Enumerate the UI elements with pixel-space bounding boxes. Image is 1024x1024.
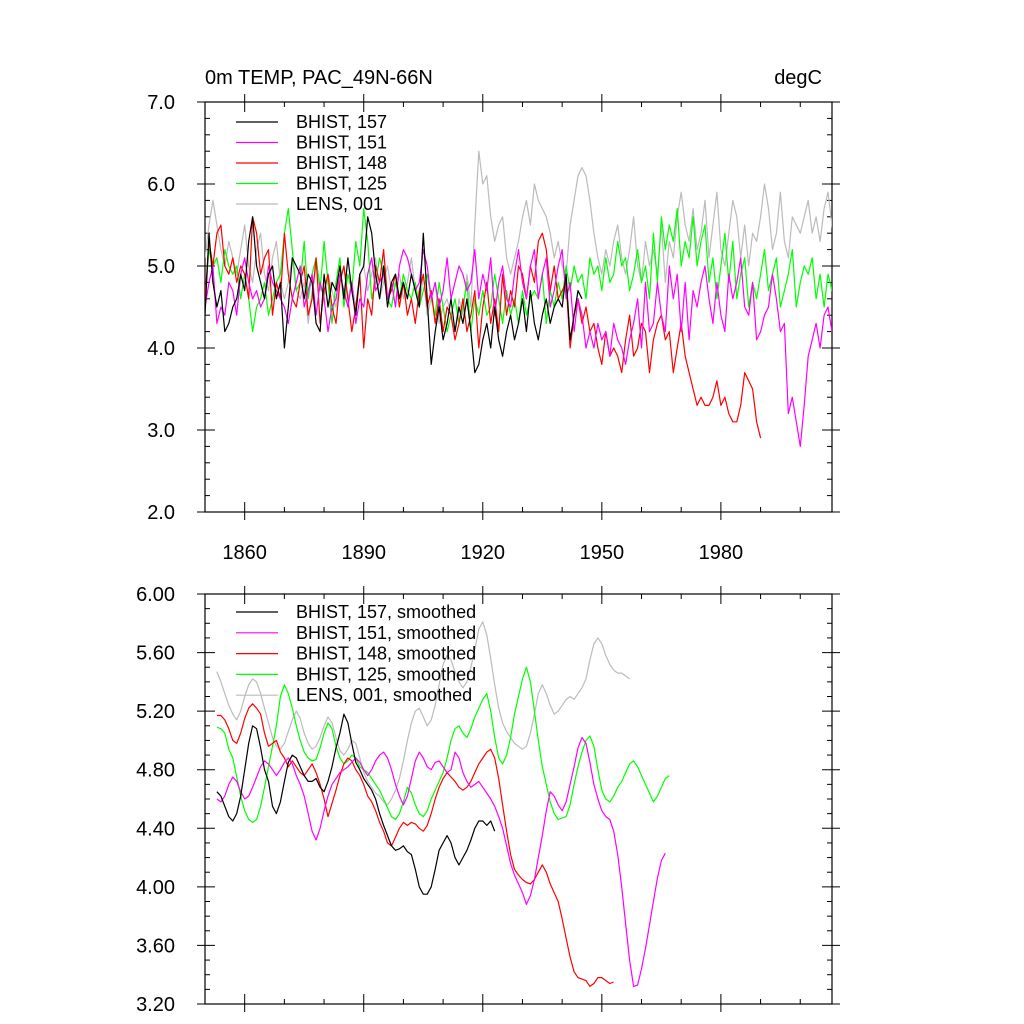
top-title: 0m TEMP, PAC_49N-66N (205, 67, 433, 89)
bottom-series-line-2 (216, 703, 614, 988)
top-x-tick-label: 1950 (580, 542, 625, 564)
top-legend-label-4: LENS, 001 (296, 194, 383, 214)
bottom-legend-label-1: BHIST, 151, smoothed (296, 623, 476, 643)
bottom-series-line-0 (216, 713, 496, 895)
bottom-panel: 3.20 3.60 4.00 4.40 4.80 5.20 5.60 6.00 BHIST, 1… (136, 584, 840, 1016)
top-y-tick-label: 3.0 (147, 420, 175, 442)
top-y-tick-label: 5.0 (147, 256, 175, 278)
bottom-legend-label-2: BHIST, 148, smoothed (296, 644, 476, 664)
top-panel: 0m TEMP, PAC_49N-66N degC 1860 1890 1920 19… (147, 67, 840, 564)
bottom-series-line-1 (216, 736, 666, 988)
bottom-series-line-4 (216, 621, 630, 806)
top-legend-label-1: BHIST, 151 (296, 133, 387, 153)
top-x-tick-label: 1980 (699, 542, 744, 564)
bottom-y-tick-label: 5.60 (136, 643, 175, 665)
top-legend-label-2: BHIST, 148 (296, 153, 387, 173)
top-legend-label-3: BHIST, 125 (296, 174, 387, 194)
top-y-tick-label: 4.0 (147, 338, 175, 360)
bottom-y-tick-label: 4.00 (136, 877, 175, 899)
top-x-tick-label: 1890 (341, 542, 386, 564)
bottom-y-tick-label: 3.20 (136, 994, 175, 1016)
bottom-series-line-3 (216, 666, 670, 824)
bottom-legend-label-0: BHIST, 157, smoothed (296, 602, 476, 622)
bottom-y-tick-label: 5.20 (136, 701, 175, 723)
bottom-legend-label-4: LENS, 001, smoothed (296, 685, 472, 705)
top-series-line-0 (205, 216, 583, 374)
bottom-legend-label-3: BHIST, 125, smoothed (296, 664, 476, 684)
top-x-tick-label: 1920 (461, 542, 506, 564)
top-y-tick-label: 7.0 (147, 92, 175, 114)
bottom-y-tick-label: 4.80 (136, 760, 175, 782)
bottom-y-tick-label: 3.60 (136, 935, 175, 957)
bottom-y-tick-label: 6.00 (136, 584, 175, 606)
top-x-tick-label: 1860 (222, 542, 267, 564)
top-y-tick-label: 2.0 (147, 502, 175, 524)
top-series-line-1 (205, 249, 832, 447)
top-series-line-2 (205, 216, 762, 439)
bottom-y-tick-label: 4.40 (136, 818, 175, 840)
top-y-tick-label: 6.0 (147, 174, 175, 196)
top-units: degC (774, 67, 822, 89)
top-legend-label-0: BHIST, 157 (296, 112, 387, 132)
